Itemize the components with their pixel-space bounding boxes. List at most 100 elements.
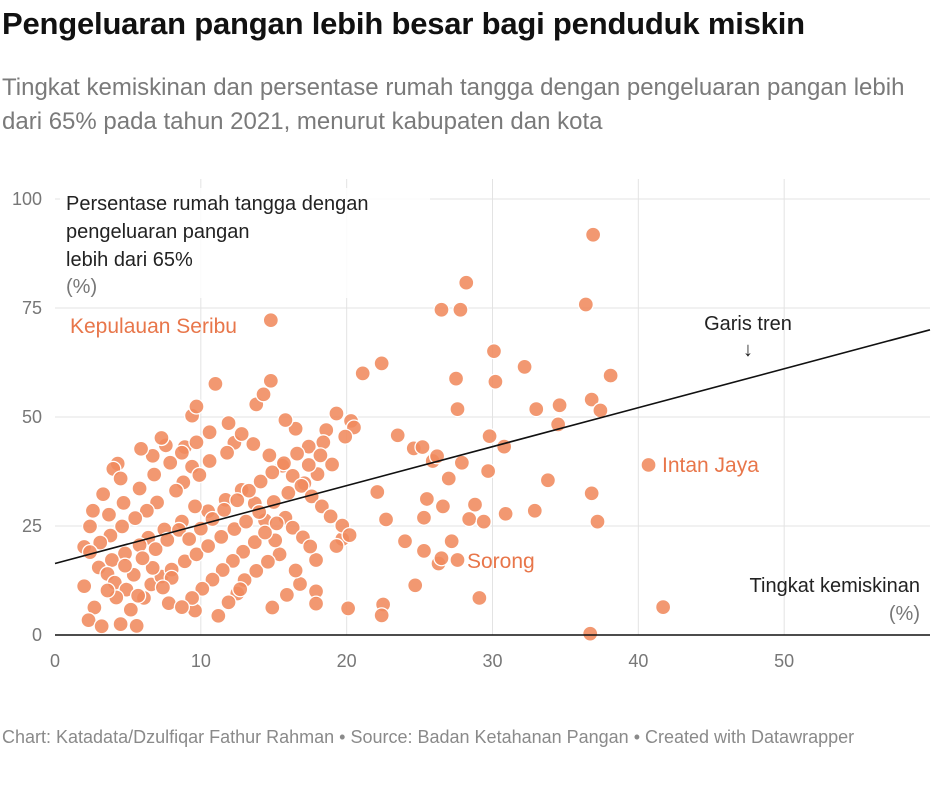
- data-point: [264, 599, 281, 616]
- data-point: [99, 582, 116, 599]
- data-point: [255, 386, 272, 403]
- data-point: [415, 509, 433, 526]
- data-point: [453, 454, 471, 471]
- data-point: [440, 470, 457, 487]
- y-axis-ticks: 0 25 50 75 100: [12, 189, 42, 645]
- data-point: [259, 553, 277, 570]
- data-point: [577, 296, 594, 313]
- data-point: [551, 397, 568, 414]
- y-axis-label-line-1: Persentase rumah tangga dengan: [66, 193, 368, 215]
- annotation-sorong: Sorong: [467, 550, 535, 573]
- data-point: [224, 552, 242, 570]
- data-point: [396, 533, 414, 550]
- data-point: [481, 428, 498, 445]
- data-point: [323, 456, 341, 473]
- data-point: [278, 586, 296, 604]
- annotation-intan-jaya: Intan Jaya: [662, 454, 759, 477]
- chart-footer: Chart: Katadata/Dzulfiqar Fathur Rahman …: [2, 727, 855, 747]
- data-point: [146, 466, 163, 483]
- data-point: [201, 452, 218, 470]
- data-point: [640, 456, 657, 474]
- data-point: [138, 502, 156, 519]
- data-point: [144, 559, 161, 577]
- data-point: [153, 429, 170, 447]
- data-point: [475, 513, 492, 530]
- data-point: [100, 506, 118, 523]
- data-point: [300, 456, 317, 474]
- data-point: [487, 373, 504, 390]
- data-point: [328, 537, 345, 555]
- data-point: [127, 510, 144, 527]
- data-point: [181, 530, 198, 548]
- data-point: [339, 600, 357, 617]
- data-point: [433, 550, 450, 567]
- data-point: [654, 598, 672, 616]
- data-point: [602, 367, 619, 384]
- data-point: [80, 612, 97, 629]
- data-point: [452, 301, 469, 318]
- data-point: [293, 477, 310, 495]
- data-point: [369, 483, 386, 501]
- data-point: [373, 355, 390, 372]
- data-point: [302, 538, 319, 555]
- data-point: [516, 358, 533, 376]
- data-point: [284, 519, 301, 536]
- data-point: [307, 595, 325, 612]
- data-point: [122, 601, 139, 618]
- data-point: [287, 562, 304, 579]
- data-point: [389, 427, 406, 444]
- data-point: [199, 537, 217, 555]
- data-point: [132, 440, 150, 457]
- trend-annotation: Garis tren ↓: [704, 313, 792, 361]
- data-point: [497, 505, 514, 522]
- data-point: [449, 551, 466, 569]
- x-axis-unit: (%): [889, 603, 920, 625]
- data-point: [264, 464, 281, 481]
- data-point: [218, 444, 236, 461]
- data-point: [415, 542, 433, 560]
- data-point: [116, 557, 134, 574]
- data-point: [252, 473, 269, 490]
- data-point: [471, 589, 488, 607]
- data-point: [229, 492, 246, 509]
- data-point: [414, 438, 431, 456]
- data-point: [261, 447, 278, 464]
- data-point: [449, 401, 466, 418]
- y-axis-unit: (%): [66, 276, 97, 298]
- data-point: [92, 534, 109, 551]
- data-point: [93, 618, 110, 635]
- data-point: [188, 398, 205, 415]
- data-point: [233, 425, 250, 443]
- data-point: [131, 480, 148, 497]
- data-point: [204, 571, 221, 588]
- x-tick-label: 0: [50, 651, 60, 671]
- data-point: [589, 513, 606, 530]
- data-point: [434, 498, 452, 515]
- data-point: [485, 343, 503, 360]
- data-point: [194, 580, 211, 597]
- data-point: [188, 434, 205, 451]
- data-point: [220, 414, 237, 432]
- data-point: [112, 470, 129, 487]
- data-point: [167, 482, 185, 499]
- data-point: [341, 527, 358, 544]
- data-point: [248, 562, 265, 580]
- data-point: [262, 372, 279, 389]
- data-point: [159, 531, 176, 549]
- x-tick-label: 40: [628, 651, 648, 671]
- data-point: [207, 375, 224, 393]
- chart-subtitle: Tingkat kemiskinan dan persentase rumah …: [2, 74, 905, 135]
- data-point: [214, 561, 231, 579]
- data-point: [188, 546, 205, 563]
- data-point: [337, 428, 354, 445]
- x-tick-label: 30: [482, 651, 502, 671]
- y-axis-label-line-3: lebih dari 65%: [66, 249, 193, 271]
- data-point: [582, 625, 599, 642]
- data-point: [479, 462, 497, 480]
- data-point: [245, 435, 262, 453]
- data-point: [526, 502, 543, 519]
- data-point: [528, 401, 545, 418]
- trend-label: Garis tren: [704, 313, 792, 335]
- data-point: [256, 524, 274, 541]
- x-tick-label: 20: [337, 651, 357, 671]
